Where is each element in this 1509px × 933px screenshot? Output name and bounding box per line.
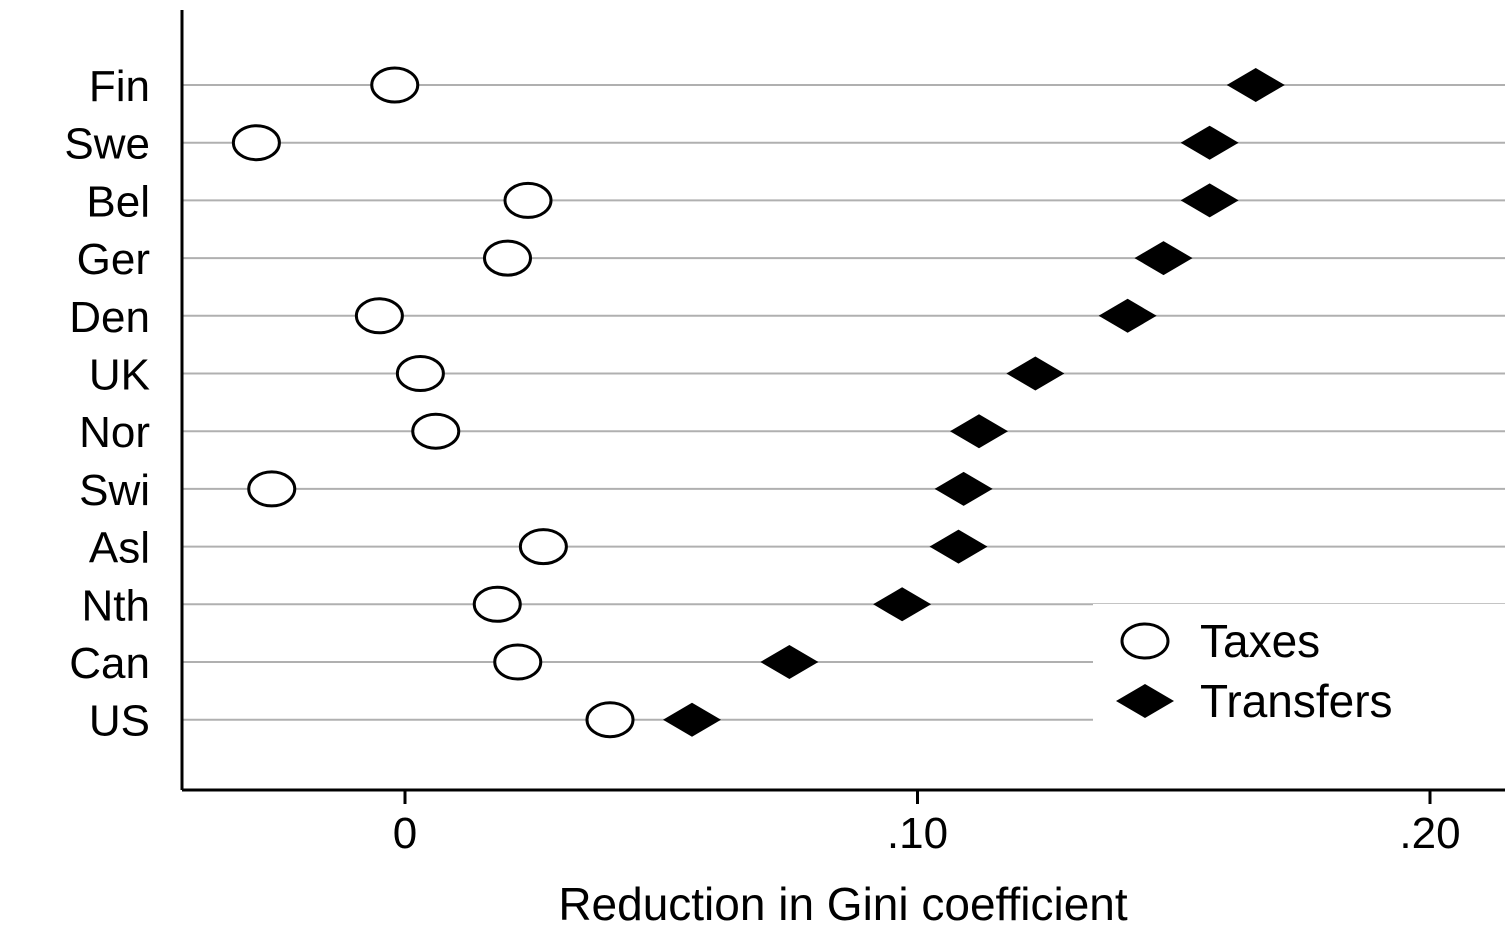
category-label-nth: Nth: [82, 581, 150, 630]
taxes-point-ger: [483, 239, 532, 277]
category-label-uk: UK: [89, 351, 150, 400]
taxes-point-nor: [411, 412, 461, 450]
x-tick-label-2: .20: [1399, 809, 1460, 858]
taxes-point-asl: [518, 528, 568, 566]
transfers-point-nth: [873, 587, 932, 622]
category-label-nor: Nor: [79, 408, 150, 457]
axes: [180, 10, 1505, 804]
taxes-point-den: [354, 297, 404, 335]
legend-label-taxes: Taxes: [1200, 615, 1320, 667]
taxes-point-us: [585, 701, 635, 739]
taxes-point-can: [493, 643, 543, 681]
transfers-point-uk: [1006, 356, 1065, 391]
x-tick-label-1: .10: [887, 809, 948, 858]
axis-labels: Fin Swe Bel Ger Den UK Nor Swi Asl Nth Can US 0 .10 .2…: [64, 62, 1460, 858]
taxes-point-nth: [472, 585, 522, 623]
transfers-point-bel: [1180, 183, 1239, 218]
legend-marker-taxes: [1120, 622, 1170, 660]
category-label-bel: Bel: [86, 177, 150, 226]
legend-marker-transfers: [1116, 684, 1174, 718]
transfers-point-den: [1098, 298, 1157, 333]
category-label-can: Can: [69, 639, 150, 688]
transfers-point-can: [760, 645, 819, 679]
category-label-asl: Asl: [89, 524, 150, 573]
category-label-ger: Ger: [77, 235, 150, 284]
transfers-point-swi: [934, 471, 993, 506]
x-tick-label-0: 0: [393, 809, 417, 858]
category-label-us: US: [89, 697, 150, 746]
category-label-swe: Swe: [64, 120, 150, 169]
x-axis-title: Reduction in Gini coefficient: [558, 878, 1128, 928]
taxes-point-uk: [395, 355, 445, 392]
transfers-point-us: [663, 702, 721, 737]
transfers-point-asl: [929, 529, 988, 564]
transfers-point-fin: [1226, 68, 1285, 102]
legend: Taxes Transfers: [1116, 615, 1393, 727]
category-label-fin: Fin: [89, 62, 150, 111]
taxes-point-swi: [247, 470, 297, 508]
data-marks: [231, 66, 1285, 739]
category-label-den: Den: [69, 293, 150, 342]
taxes-point-swe: [231, 124, 281, 162]
taxes-point-bel: [503, 181, 553, 219]
taxes-point-fin: [370, 66, 420, 104]
legend-label-transfers: Transfers: [1200, 675, 1393, 727]
category-label-swi: Swi: [79, 466, 150, 515]
transfers-point-swe: [1180, 125, 1239, 160]
transfers-point-ger: [1134, 241, 1193, 276]
transfers-point-nor: [950, 414, 1008, 449]
